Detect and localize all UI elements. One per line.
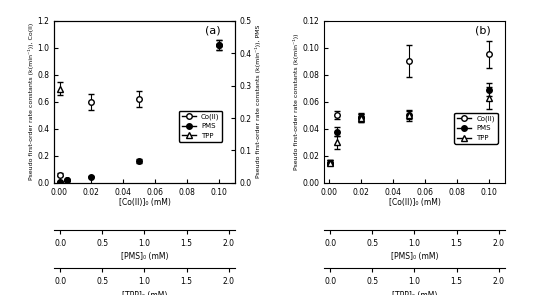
Y-axis label: Pseudo first-order rate constants (k(min⁻¹)), PMS: Pseudo first-order rate constants (k(min… [255, 25, 261, 178]
Text: (a): (a) [205, 26, 220, 35]
X-axis label: [PMS]₀ (mM): [PMS]₀ (mM) [391, 252, 438, 261]
X-axis label: [PMS]₀ (mM): [PMS]₀ (mM) [121, 252, 168, 261]
X-axis label: [TPP]₀ (mM): [TPP]₀ (mM) [122, 291, 167, 295]
X-axis label: [TPP]₀ (mM): [TPP]₀ (mM) [392, 291, 437, 295]
Legend: Co(II), PMS, TPP: Co(II), PMS, TPP [454, 113, 498, 144]
Y-axis label: Pseudo first-order rate constants (k(min⁻¹)): Pseudo first-order rate constants (k(min… [293, 34, 299, 170]
X-axis label: [Co(II)]₀ (mM): [Co(II)]₀ (mM) [388, 198, 441, 207]
Legend: Co(II), PMS, TPP: Co(II), PMS, TPP [179, 111, 222, 142]
Text: (b): (b) [475, 26, 490, 35]
X-axis label: [Co(II)]₀ (mM): [Co(II)]₀ (mM) [118, 198, 171, 207]
Y-axis label: Pseudo first-order rate constants (k(min⁻¹)), Co(II): Pseudo first-order rate constants (k(min… [28, 23, 34, 181]
